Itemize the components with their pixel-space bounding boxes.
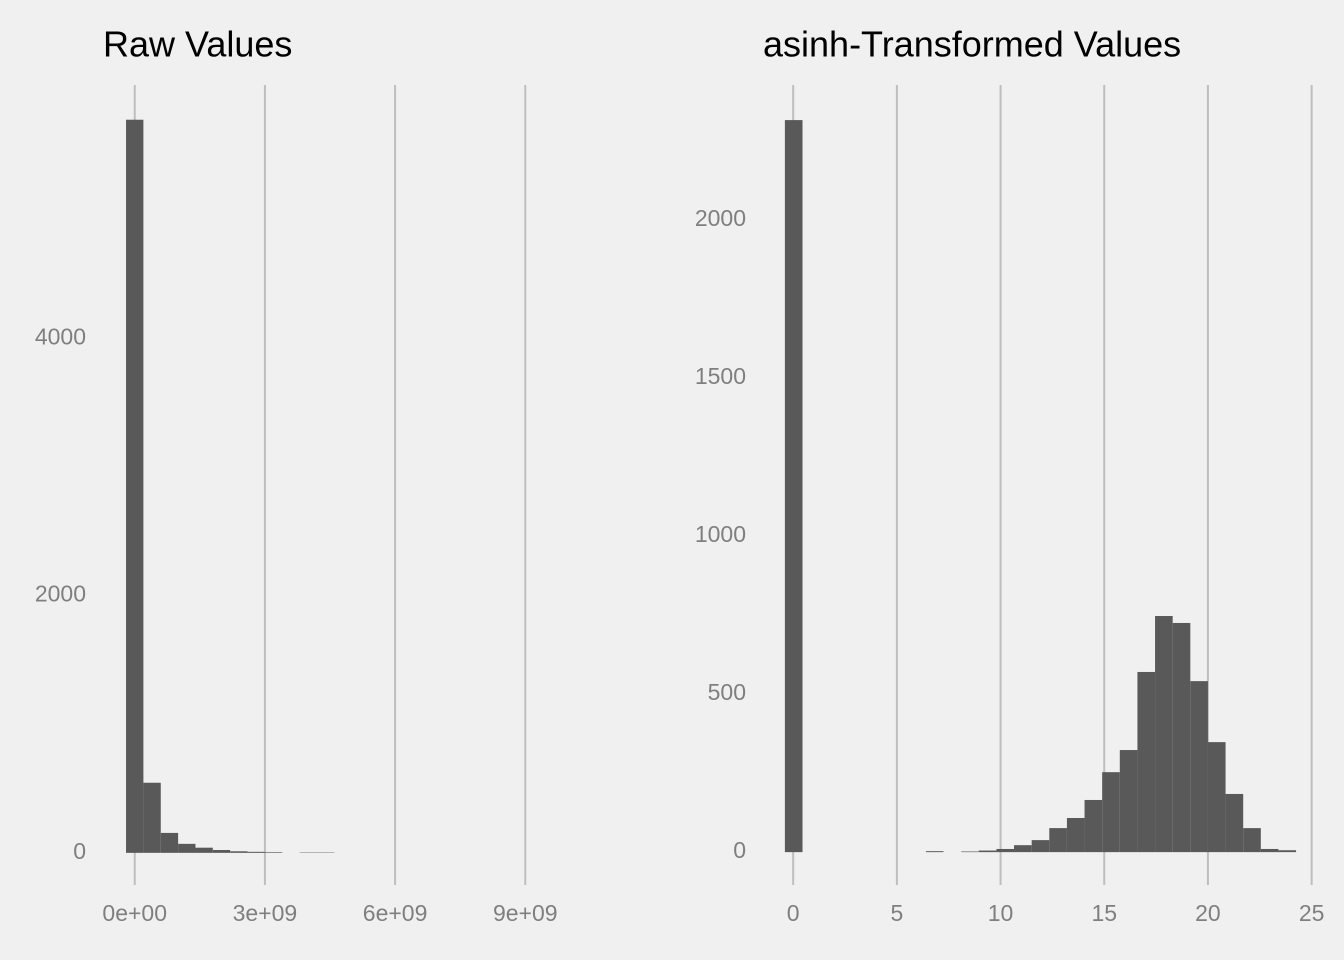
bar [1278, 850, 1297, 853]
x-tick-label: 15 [1091, 900, 1117, 926]
bar [1014, 845, 1032, 853]
bar [1190, 681, 1208, 853]
bar [1243, 828, 1261, 853]
bar [1102, 772, 1120, 853]
y-tick-label: 1500 [695, 363, 746, 389]
bar [1260, 848, 1279, 853]
bar [1049, 828, 1067, 853]
x-tick-label: 6e+09 [363, 900, 428, 926]
y-tick-label: 2000 [35, 581, 86, 607]
y-tick-label: 2000 [695, 205, 746, 231]
y-tick-label: 0 [73, 838, 86, 864]
x-tick-label: 3e+09 [233, 900, 298, 926]
y-tick-label: 1000 [695, 521, 746, 547]
bar [1084, 799, 1103, 853]
bar [1225, 793, 1244, 853]
bar [784, 120, 803, 853]
bar [195, 847, 213, 853]
bar [1031, 840, 1050, 853]
bar [1119, 750, 1138, 853]
y-tick-label: 500 [708, 679, 746, 705]
bar [178, 843, 196, 853]
bar [961, 851, 979, 853]
bar [247, 851, 265, 853]
x-tick-label: 0e+00 [102, 900, 167, 926]
x-tick-label: 20 [1195, 900, 1221, 926]
bar [212, 850, 231, 853]
bar [978, 850, 997, 853]
y-tick-label: 0 [733, 837, 746, 863]
bar [264, 852, 283, 853]
bar [1172, 622, 1191, 853]
bar [1066, 817, 1085, 853]
x-tick-label: 5 [890, 900, 903, 926]
bar [996, 848, 1015, 853]
bar [143, 782, 161, 853]
bar [160, 832, 179, 853]
x-tick-label: 9e+09 [493, 900, 558, 926]
bar [126, 119, 144, 853]
bar [1137, 671, 1156, 853]
x-tick-label: 10 [988, 900, 1014, 926]
x-tick-label: 0 [787, 900, 800, 926]
bar [230, 851, 248, 853]
bar [1207, 742, 1226, 853]
panel-title: asinh-Transformed Values [763, 24, 1181, 65]
x-tick-label: 25 [1299, 900, 1325, 926]
panel-title: Raw Values [103, 24, 292, 65]
bar [1155, 616, 1173, 853]
y-tick-label: 4000 [35, 323, 86, 349]
bar [925, 851, 944, 853]
